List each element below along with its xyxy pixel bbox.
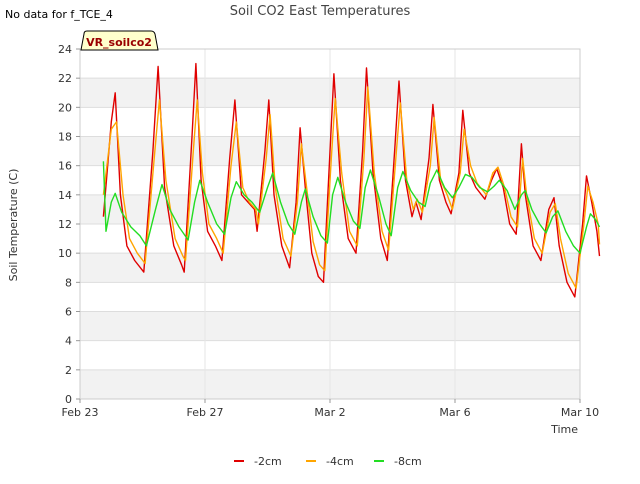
chart-title: Soil CO2 East Temperatures — [230, 4, 411, 19]
y-tick-label: 18 — [58, 131, 72, 144]
y-tick-label: 24 — [58, 43, 72, 56]
badge-box — [80, 30, 159, 51]
x-tick-label: Feb 23 — [62, 406, 99, 419]
y-tick-label: 16 — [58, 160, 72, 173]
x-tick-label: Mar 10 — [561, 406, 599, 419]
x-tick-label: Mar 6 — [439, 406, 470, 419]
series-line-2cm — [102, 62, 601, 298]
legend-label: -8cm — [394, 455, 422, 468]
y-tick-label: 6 — [65, 306, 72, 319]
badge: VR_soilco2 — [80, 30, 159, 51]
x-axis: Feb 23 Feb 27 Mar 2 Mar 6 Mar 10 — [62, 399, 599, 419]
y-tick-label: 0 — [65, 393, 72, 406]
legend-label: -4cm — [326, 455, 354, 468]
x-axis-label: Time — [550, 423, 578, 436]
series-line-4cm — [102, 86, 601, 289]
y-tick-label: 12 — [58, 218, 72, 231]
y-tick-label: 2 — [65, 364, 72, 377]
y-tick-label: 10 — [58, 247, 72, 260]
y-tick-label: 8 — [65, 276, 72, 289]
y-tick-label: 4 — [65, 335, 72, 348]
series-line-8cm — [102, 161, 601, 254]
series-lines — [102, 62, 601, 298]
y-tick-label: 22 — [58, 72, 72, 85]
no-data-note: No data for f_TCE_4 — [5, 8, 113, 21]
y-axis-label: Soil Temperature (C) — [7, 169, 20, 282]
x-tick-label: Mar 2 — [314, 406, 345, 419]
y-tick-label: 14 — [58, 189, 72, 202]
x-tick-label: Feb 27 — [187, 406, 224, 419]
legend-label: -2cm — [254, 455, 282, 468]
legend: -2cm -4cm -8cm — [234, 455, 422, 468]
badge-label: VR_soilco2 — [86, 36, 152, 49]
y-tick-label: 20 — [58, 101, 72, 114]
